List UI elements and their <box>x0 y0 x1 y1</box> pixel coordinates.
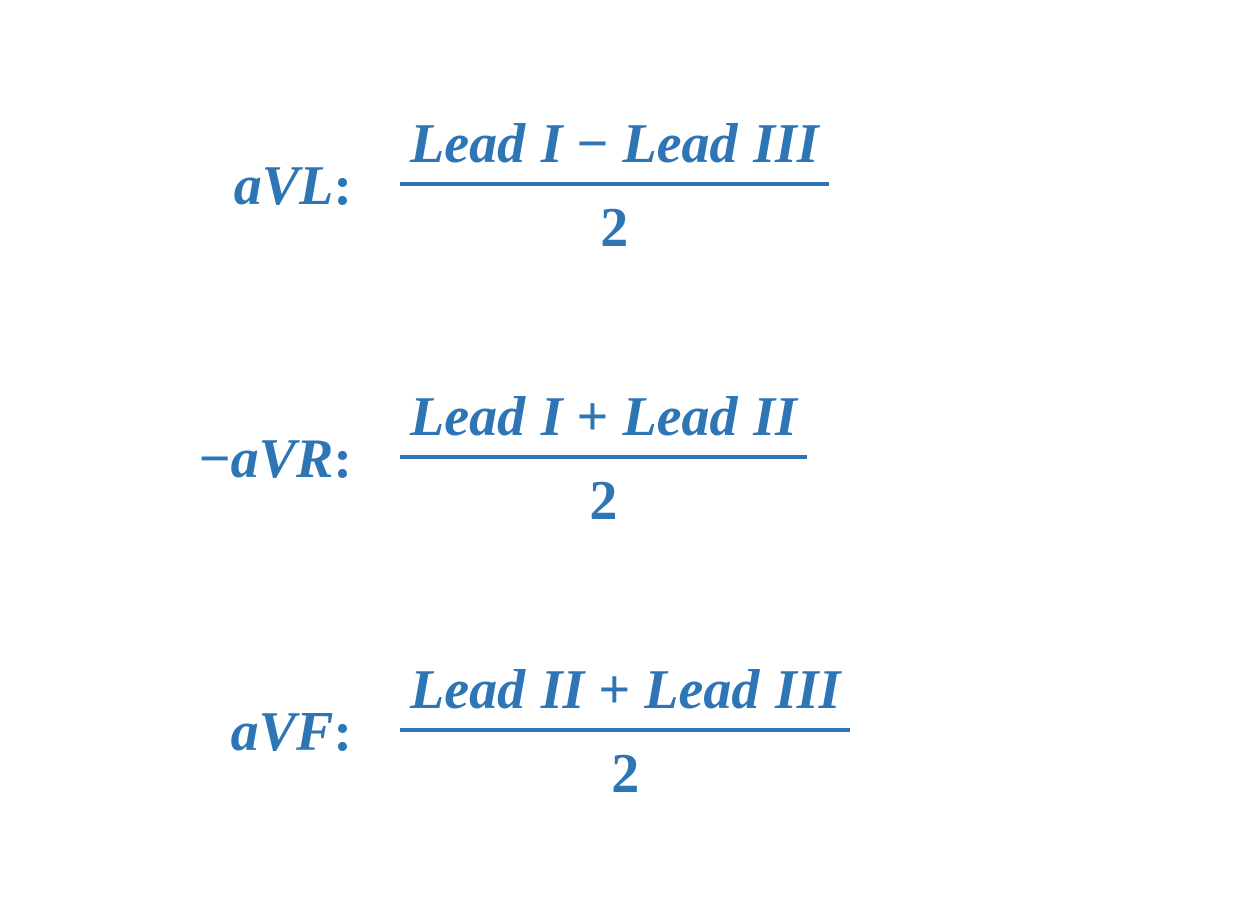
fraction: Lead I + Lead II 2 <box>400 385 807 533</box>
numerator: Lead II + Lead III <box>400 658 850 728</box>
label-lead: aVL <box>234 155 334 217</box>
operator: + <box>577 386 609 448</box>
fraction: Lead II + Lead III 2 <box>400 658 850 806</box>
numerator-right-roman: III <box>753 113 818 175</box>
equation-avf: aVF: Lead II + Lead III 2 <box>60 658 1174 806</box>
equation-formula: Lead II + Lead III 2 <box>400 658 1174 806</box>
denominator: 2 <box>589 459 617 533</box>
operator: − <box>577 113 609 175</box>
label-prefix: − <box>199 428 231 490</box>
equation-label: aVF: <box>60 700 400 764</box>
numerator-right-word: Lead <box>622 113 737 175</box>
label-suffix: : <box>333 428 352 490</box>
equation-label: −aVR: <box>60 427 400 491</box>
operator: + <box>598 659 630 721</box>
equation-formula: Lead I − Lead III 2 <box>400 112 1174 260</box>
equation-avl: aVL: Lead I − Lead III 2 <box>60 112 1174 260</box>
numerator-right-roman: III <box>775 659 840 721</box>
numerator-left-word: Lead <box>410 386 525 448</box>
numerator-right-roman: II <box>753 386 797 448</box>
label-lead: aVR <box>231 428 334 490</box>
numerator-right-word: Lead <box>622 386 737 448</box>
label-lead: aVF <box>231 701 334 763</box>
numerator-left-roman: II <box>541 659 585 721</box>
numerator: Lead I + Lead II <box>400 385 807 455</box>
numerator-right-word: Lead <box>644 659 759 721</box>
numerator-left-roman: I <box>541 113 563 175</box>
fraction: Lead I − Lead III 2 <box>400 112 829 260</box>
denominator: 2 <box>611 732 639 806</box>
numerator-left-roman: I <box>541 386 563 448</box>
equation-label: aVL: <box>60 154 400 218</box>
numerator-left-word: Lead <box>410 113 525 175</box>
numerator-left-word: Lead <box>410 659 525 721</box>
label-suffix: : <box>333 701 352 763</box>
equation-formula: Lead I + Lead II 2 <box>400 385 1174 533</box>
label-suffix: : <box>333 155 352 217</box>
denominator: 2 <box>600 186 628 260</box>
equation-avr: −aVR: Lead I + Lead II 2 <box>60 385 1174 533</box>
numerator: Lead I − Lead III <box>400 112 829 182</box>
